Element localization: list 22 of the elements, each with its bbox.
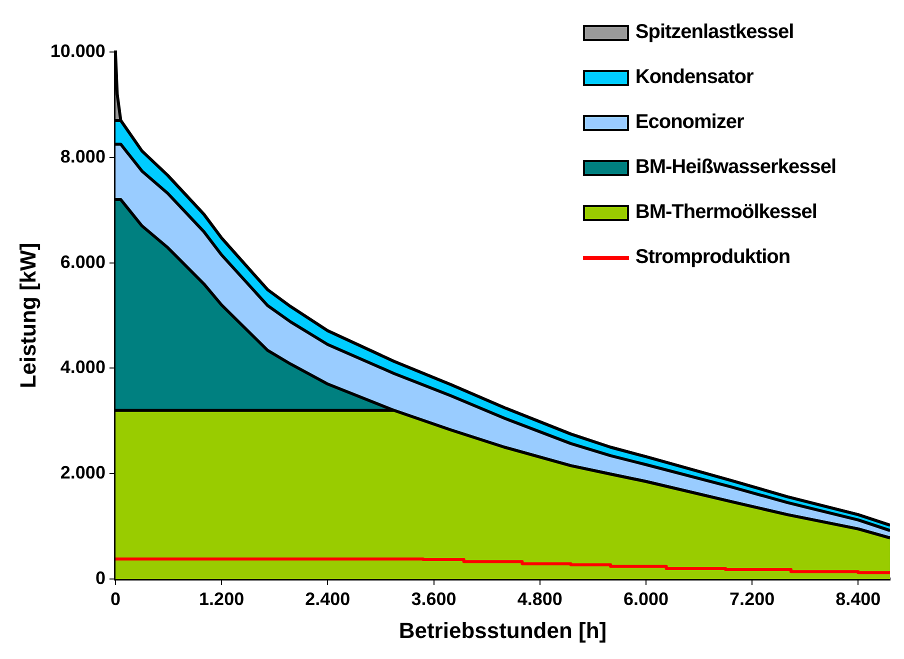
x-tick-label: 6.000 (623, 588, 668, 609)
x-axis-title: Betriebsstunden [h] (398, 618, 607, 643)
x-tick-label: 1.200 (199, 588, 244, 609)
legend-label: Kondensator (635, 66, 754, 89)
y-tick-label: 2.000 (60, 462, 106, 483)
x-tick-label: 3.600 (411, 588, 456, 609)
y-tick-label: 8.000 (60, 146, 106, 166)
y-tick-label: 10.000 (50, 40, 106, 61)
legend-label: BM-Heißwasserkessel (635, 156, 836, 179)
x-tick-label: 8.400 (836, 588, 881, 609)
y-tick-label: 6.000 (60, 252, 106, 272)
y-tick-label: 0 (95, 568, 106, 588)
legend-label: Stromproduktion (635, 246, 790, 269)
x-tick-label: 4.800 (517, 588, 562, 609)
x-tick-label: 2.400 (305, 588, 350, 609)
x-tick-label: 7.200 (730, 588, 775, 609)
legend-label: BM-Thermoölkessel (635, 201, 817, 224)
legend-label: Spitzenlastkessel (635, 21, 794, 44)
y-axis-title: Leistung [kW] (15, 242, 40, 388)
x-tick-label: 0 (110, 588, 120, 609)
y-tick-label: 4.000 (60, 357, 106, 378)
legend-label: Economizer (635, 111, 744, 134)
